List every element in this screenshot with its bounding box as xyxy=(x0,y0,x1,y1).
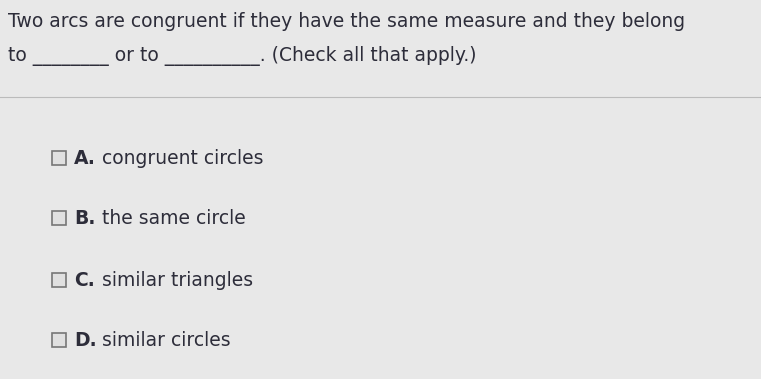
Bar xyxy=(52,273,66,287)
Bar xyxy=(52,333,66,347)
Text: similar triangles: similar triangles xyxy=(102,271,253,290)
Text: similar circles: similar circles xyxy=(102,330,231,349)
Bar xyxy=(52,211,66,225)
Text: C.: C. xyxy=(74,271,95,290)
Text: congruent circles: congruent circles xyxy=(102,149,263,168)
Text: the same circle: the same circle xyxy=(102,208,246,227)
Text: D.: D. xyxy=(74,330,97,349)
Text: B.: B. xyxy=(74,208,95,227)
Text: Two arcs are congruent if they have the same measure and they belong: Two arcs are congruent if they have the … xyxy=(8,12,685,31)
Bar xyxy=(52,151,66,165)
Text: to ________ or to __________. (Check all that apply.): to ________ or to __________. (Check all… xyxy=(8,46,476,66)
Text: A.: A. xyxy=(74,149,96,168)
